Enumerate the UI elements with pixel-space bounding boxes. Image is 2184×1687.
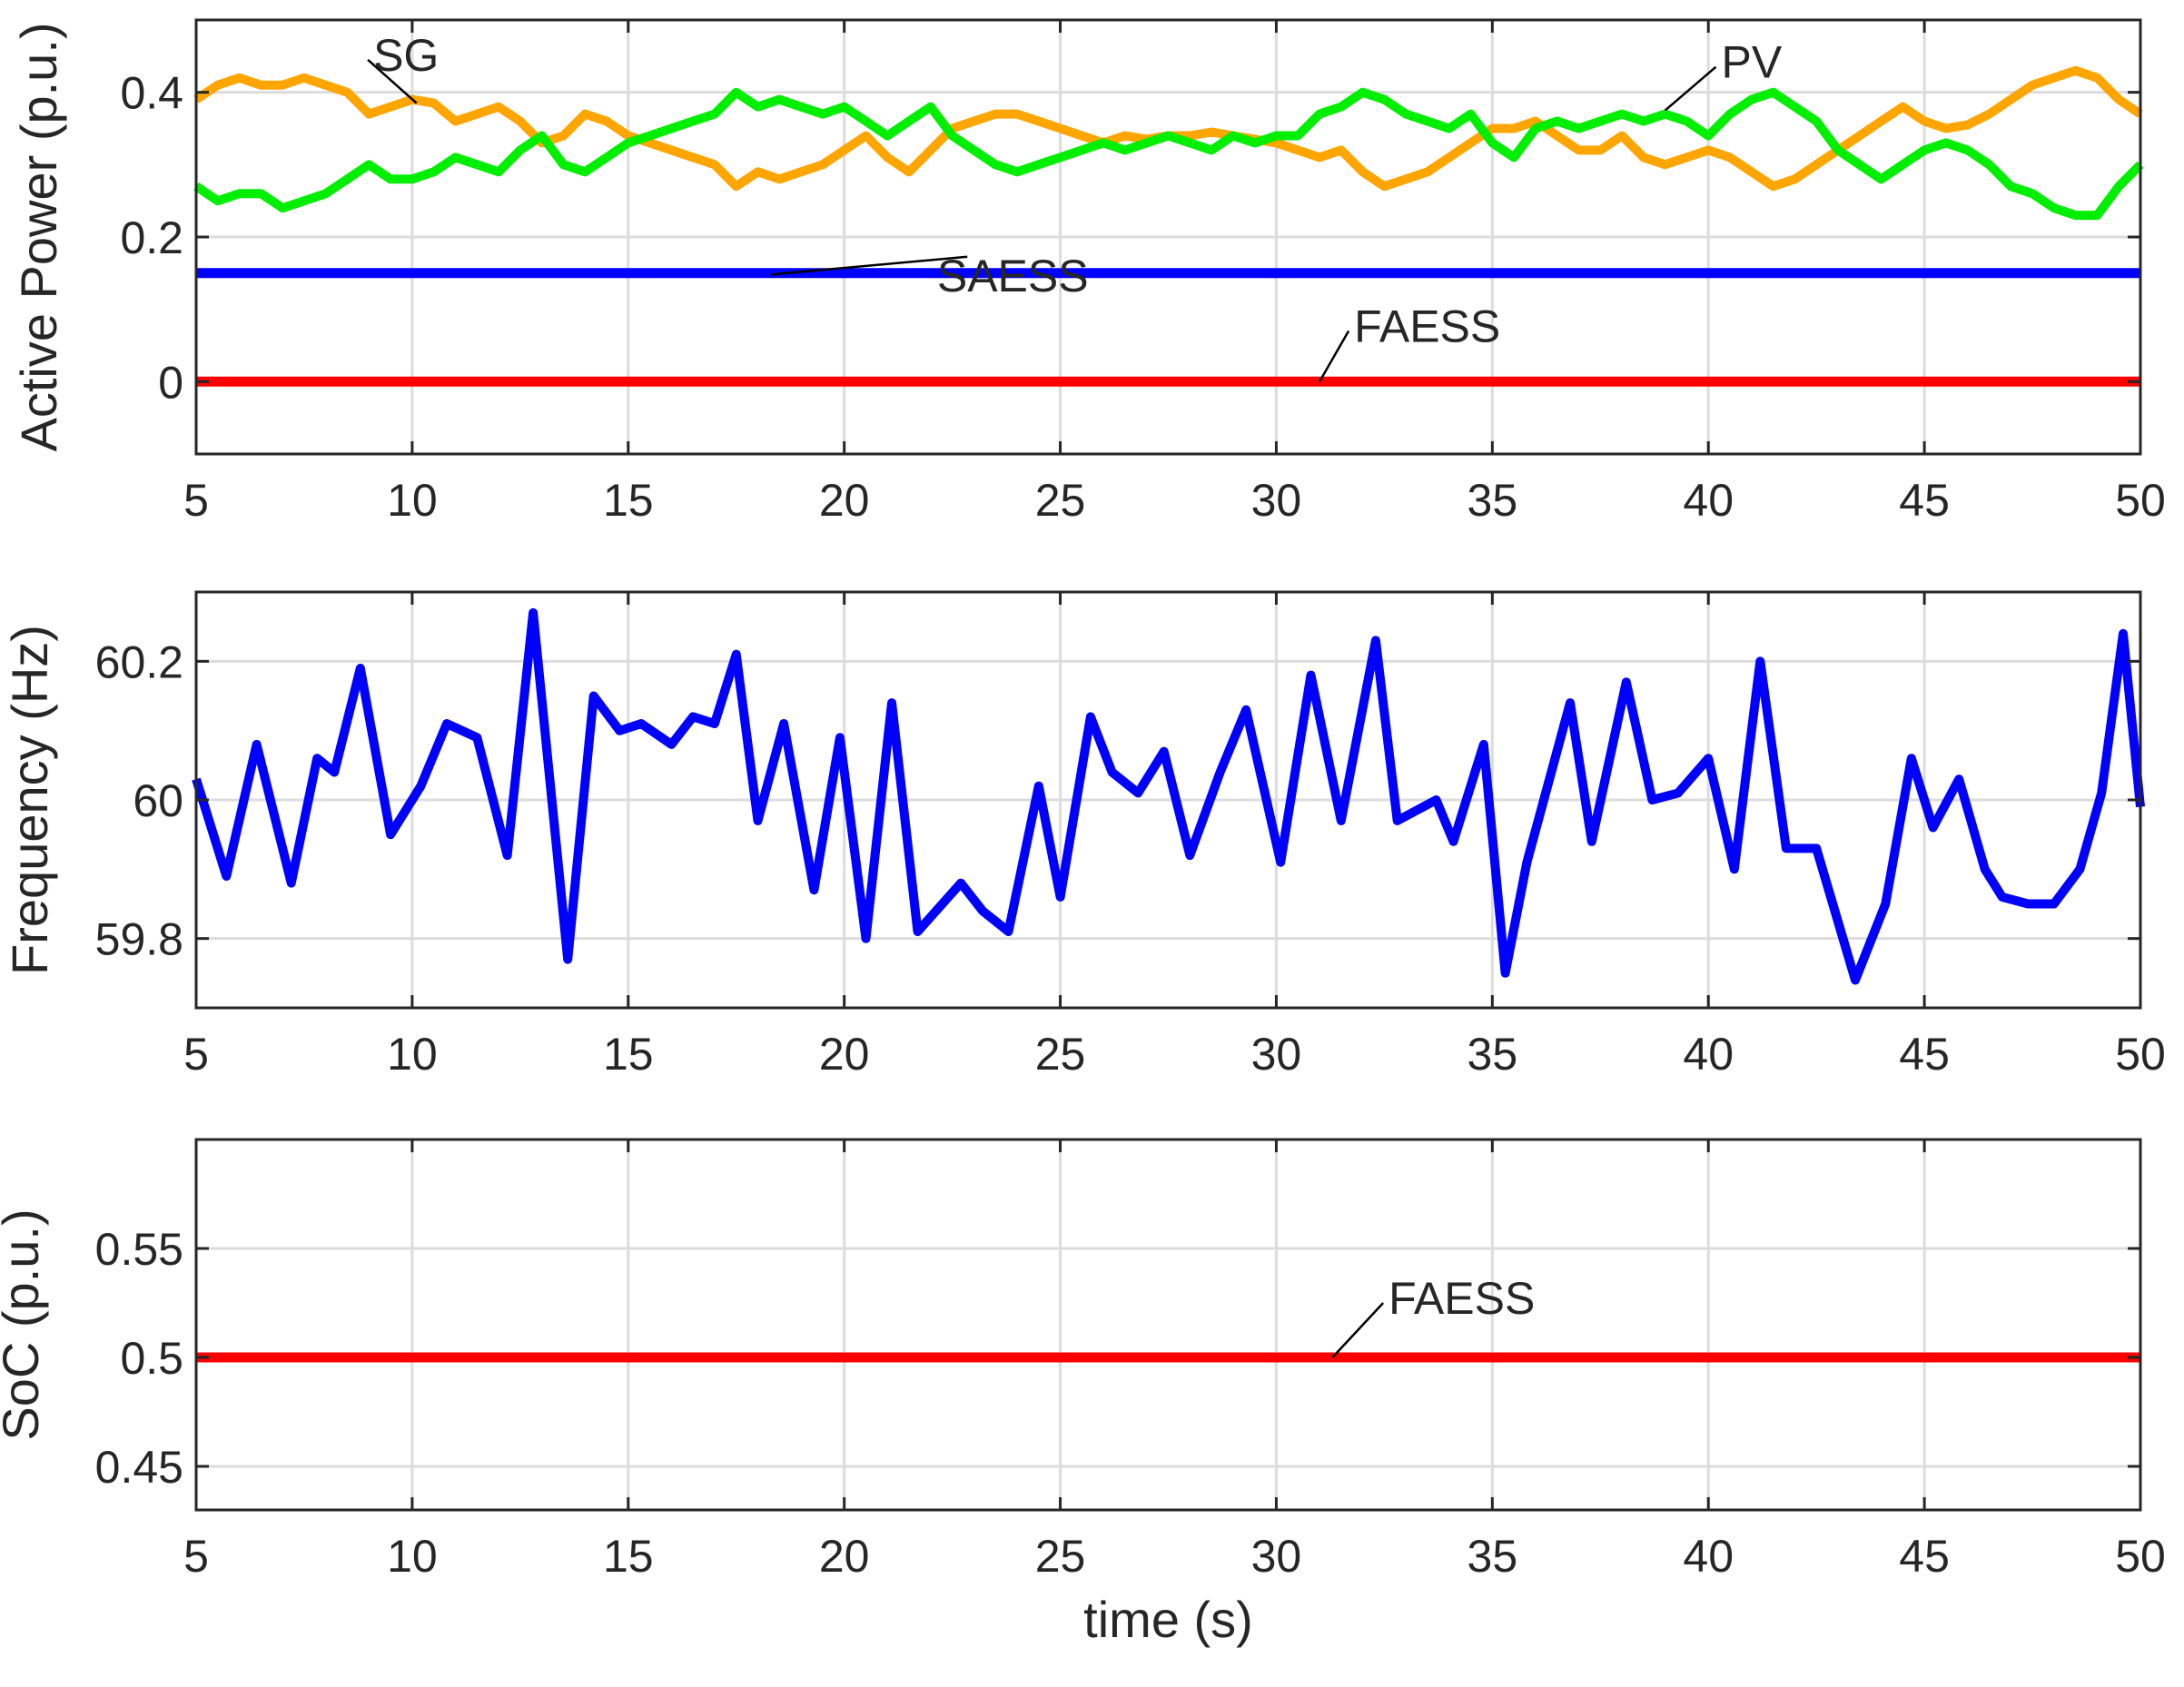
x-tick-label-50: 50: [2115, 1531, 2166, 1582]
x-tick-label-25: 25: [1035, 475, 1086, 526]
annotation-leader-faess: [1318, 330, 1350, 382]
annotation-leader-faess: [1331, 1302, 1385, 1358]
x-tick-label-30: 30: [1251, 475, 1302, 526]
y-tick-label-0-45: 0.45: [95, 1442, 183, 1493]
soc-panel: 5 10 15 20 25 30 35 40 45 50 0.45 0.5 0.55 SoC (p.u.)…: [0, 1138, 2166, 1648]
y-axis-label: Frequency (Hz): [1, 625, 58, 975]
x-tick-label-15: 15: [603, 475, 654, 526]
x-tick-label-35: 35: [1468, 1531, 1518, 1582]
x-tick-label-35: 35: [1468, 475, 1518, 526]
annotation-label-faess: FAESS: [1388, 1273, 1535, 1324]
y-tick-label-0-2: 0.2: [120, 212, 183, 263]
x-tick-label-10: 10: [387, 1531, 438, 1582]
x-tick-label-20: 20: [819, 475, 870, 526]
x-tick-label-45: 45: [1899, 1029, 1950, 1080]
y-tick-label-0-5: 0.5: [120, 1333, 183, 1384]
y-tick-label-0-55: 0.55: [95, 1224, 183, 1275]
y-tick-label-60: 60: [133, 775, 183, 826]
annotation-label-pv: PV: [1721, 37, 1782, 88]
x-tick-label-40: 40: [1683, 1029, 1734, 1080]
active-power-panel: 5 10 15 20 25 30 35 40 45 50 0 0.2 0.4 Active Power (…: [10, 18, 2166, 526]
x-tick-label-45: 45: [1899, 1531, 1950, 1582]
y-tick-label-0: 0: [158, 357, 183, 408]
x-tick-label-10: 10: [387, 475, 438, 526]
annotation-label-faess: FAESS: [1354, 301, 1500, 352]
annotation-leader-saess: [770, 255, 968, 276]
frequency-panel: 5 10 15 20 25 30 35 40 45 50 59.8 60 60.2 Frequency (…: [1, 590, 2166, 1080]
x-tick-label-30: 30: [1251, 1029, 1302, 1080]
x-tick-label-20: 20: [819, 1531, 870, 1582]
axes-box: [194, 1138, 2142, 1512]
x-tick-label-50: 50: [2115, 1029, 2166, 1080]
y-axis-label: SoC (p.u.): [0, 1209, 49, 1440]
x-tick-label-15: 15: [603, 1531, 654, 1582]
x-tick-label-50: 50: [2115, 475, 2166, 526]
x-tick-label-10: 10: [387, 1029, 438, 1080]
annotation-leader-sg: [367, 58, 418, 104]
y-tick-label-60-2: 60.2: [95, 636, 183, 687]
x-axis-label: time (s): [1083, 1591, 1253, 1648]
x-tick-label-40: 40: [1683, 475, 1734, 526]
x-tick-label-25: 25: [1035, 1029, 1086, 1080]
annotation-label-sg: SG: [373, 30, 439, 81]
y-axis-label: Active Power (p.u.): [10, 22, 67, 451]
x-tick-label-5: 5: [183, 1531, 209, 1582]
y-tick-label-59-8: 59.8: [95, 914, 183, 965]
x-tick-label-35: 35: [1468, 1029, 1518, 1080]
x-tick-label-45: 45: [1899, 475, 1950, 526]
x-tick-label-20: 20: [819, 1029, 870, 1080]
series-frequency-line: [192, 607, 2145, 985]
x-tick-label-30: 30: [1251, 1531, 1302, 1582]
annotation-label-saess: SAESS: [937, 251, 1089, 301]
x-tick-label-15: 15: [603, 1029, 654, 1080]
x-tick-label-5: 5: [183, 1029, 209, 1080]
series-pv-line: [193, 87, 2144, 221]
annotation-leader-pv: [1664, 65, 1717, 112]
x-tick-label-5: 5: [183, 475, 209, 526]
x-tick-label-40: 40: [1683, 1531, 1734, 1582]
x-tick-label-25: 25: [1035, 1531, 1086, 1582]
y-tick-label-0-4: 0.4: [120, 68, 183, 119]
